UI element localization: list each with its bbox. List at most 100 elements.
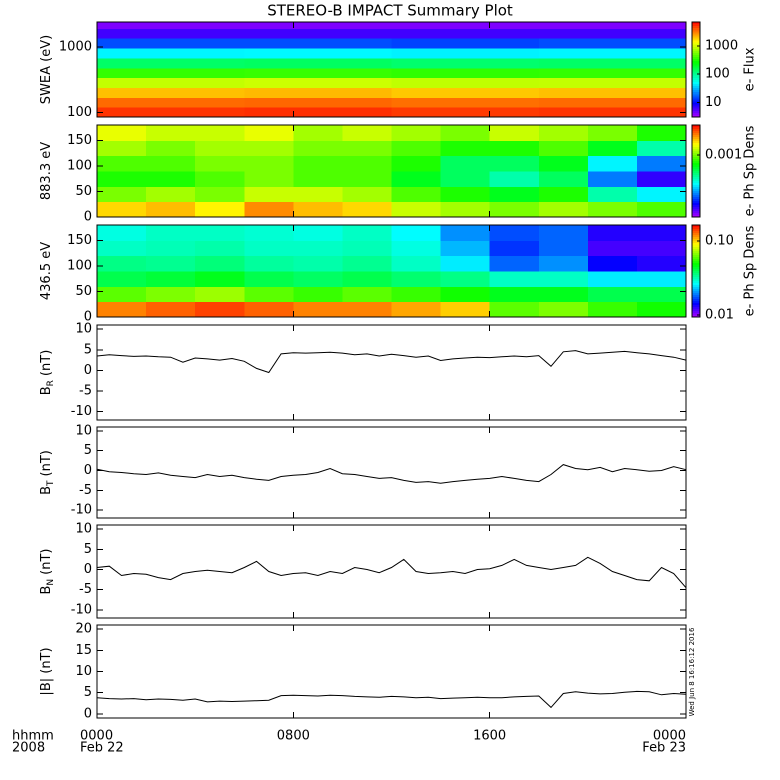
y-tick-label: 10	[75, 664, 92, 679]
colorbar-step	[692, 102, 700, 106]
spectrogram-cell	[97, 87, 245, 98]
colorbar-step	[692, 69, 700, 73]
y-tick-label: 0	[84, 463, 92, 478]
spectrogram-cell	[538, 186, 589, 203]
colorbar-step	[692, 303, 700, 306]
colorbar-step	[692, 167, 700, 170]
spectrogram-cell	[195, 171, 245, 187]
y-tick-label: 150	[67, 133, 92, 148]
panel: 10 100 1000 e- Flux 100 1000 SWEA (eV)	[39, 21, 758, 120]
spectrogram-cell	[391, 301, 442, 318]
spectrogram-cell	[146, 255, 196, 272]
spectrogram-cell	[538, 201, 589, 218]
spectrogram-cell	[636, 255, 687, 272]
colorbar-step	[692, 251, 700, 254]
colorbar-step	[692, 257, 700, 260]
spectrogram-cell	[538, 28, 687, 39]
colorbar-step	[692, 215, 700, 218]
spectrogram-cell	[244, 57, 392, 69]
spectrogram-cell	[391, 38, 540, 49]
y-tick-label: -5	[79, 384, 92, 399]
spectrogram-cell	[244, 271, 294, 287]
colorbar-step	[692, 185, 700, 188]
y-label-subscript: R	[46, 380, 56, 386]
y-axis-label: BN (nT)	[39, 549, 56, 595]
y-tick-label: 1000	[59, 39, 92, 54]
colorbar-step	[692, 137, 700, 140]
spectrogram-cell	[97, 57, 245, 69]
spectrogram-cell	[97, 171, 147, 187]
spectrogram-cell	[342, 125, 392, 141]
spectrogram-cell	[293, 240, 343, 257]
y-tick-label: 100	[67, 105, 92, 120]
colorbar-step	[692, 201, 700, 204]
y-label-text: SWEA (eV)	[39, 35, 54, 104]
spectrogram-cell	[195, 225, 245, 241]
spectrogram-cell	[489, 286, 540, 303]
colorbar-step	[692, 195, 700, 198]
spectrogram-cell	[146, 171, 196, 187]
spectrogram-cell	[195, 186, 245, 203]
colorbar-step	[692, 48, 700, 52]
panel: 0 5 10 15 20 |B| (nT)	[39, 622, 687, 721]
colorbar-step	[692, 59, 700, 62]
spectrogram-cell	[587, 186, 638, 203]
spectrogram-cell	[97, 107, 245, 118]
spectrogram-cell	[391, 155, 442, 172]
colorbar-step	[692, 171, 700, 174]
colorbar-step	[692, 205, 700, 208]
colorbar-step	[692, 139, 700, 142]
colorbar-step	[692, 285, 700, 288]
y-tick-label: 10	[75, 522, 92, 537]
colorbar-step	[692, 30, 700, 33]
spectrogram-cell	[538, 87, 687, 98]
spectrogram-cell	[195, 301, 245, 318]
colorbar-step	[692, 311, 700, 314]
y-tick-label: 10	[75, 322, 92, 337]
spectrogram-cell	[342, 171, 392, 187]
x-tick-label: 0000	[80, 729, 113, 744]
y-tick-label: -5	[79, 582, 92, 597]
y-label-unit: (nT)	[39, 549, 54, 575]
colorbar-step	[692, 46, 700, 50]
spectrogram-cell	[146, 140, 196, 157]
panel-frame	[96, 224, 687, 318]
spectrogram-cell	[97, 67, 245, 79]
spectrogram-cell	[587, 201, 638, 218]
colorbar-step	[692, 235, 700, 238]
spectrogram-cell	[195, 255, 245, 272]
spectrogram-cell	[636, 155, 687, 172]
colorbar-step	[692, 141, 700, 144]
y-label-text: 436.5 eV	[39, 242, 54, 300]
colorbar-step	[692, 149, 700, 152]
spectrogram-cell	[293, 155, 343, 172]
spectrogram-cell	[489, 301, 540, 318]
y-tick-label: 50	[75, 284, 92, 299]
spectrogram-cell	[195, 155, 245, 172]
colorbar-step	[692, 309, 700, 312]
spectrogram-cell	[146, 201, 196, 218]
colorbar-step	[692, 249, 700, 252]
x-row-label: 2008	[12, 741, 45, 756]
spectrogram-cell	[244, 255, 294, 272]
y-tick-label: -5	[79, 483, 92, 498]
colorbar-step	[692, 151, 700, 154]
spectrogram-cell	[391, 77, 540, 88]
spectrogram-cell	[538, 125, 589, 141]
spectrogram-cell	[244, 107, 392, 118]
colorbar-step	[692, 77, 700, 81]
y-tick-label: 5	[84, 443, 92, 458]
colorbar-step	[692, 289, 700, 292]
colorbar-step	[692, 307, 700, 310]
spectrogram-cell	[97, 186, 147, 203]
y-label-subscript: T	[46, 480, 56, 487]
colorbar-step	[692, 52, 700, 56]
colorbar-step	[692, 22, 700, 25]
colorbar-step	[692, 183, 700, 186]
spectrogram-cell	[538, 67, 687, 79]
spectrogram-cell	[342, 225, 392, 241]
spectrogram-cell	[538, 107, 687, 118]
x-row-label: hhmm	[12, 729, 54, 744]
spectrogram-cell	[293, 140, 343, 157]
spectrogram-cell	[97, 97, 245, 108]
